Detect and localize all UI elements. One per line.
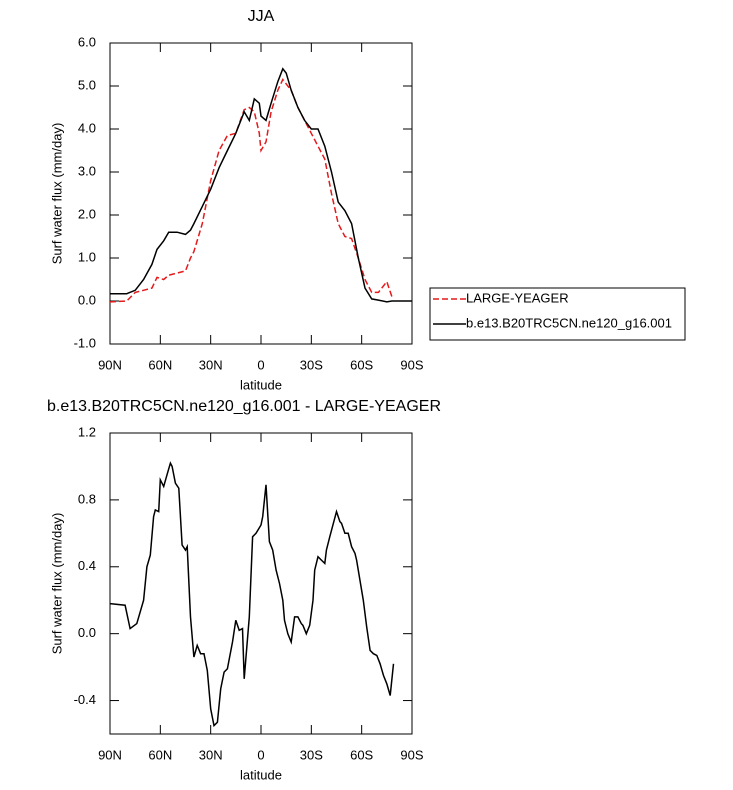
x-tick-label: 30S bbox=[300, 357, 323, 372]
data-line bbox=[109, 78, 393, 303]
y-tick-label: 2.0 bbox=[78, 206, 96, 221]
y-tick-label: 0.0 bbox=[78, 292, 96, 307]
x-tick-label: 90N bbox=[98, 747, 122, 762]
data-line bbox=[109, 461, 395, 728]
y-tick-label: 6.0 bbox=[78, 34, 96, 49]
y-tick-label: 0.8 bbox=[78, 491, 96, 506]
y-tick-label: 0.0 bbox=[78, 625, 96, 640]
y-tick-label: 1.0 bbox=[78, 249, 96, 264]
x-tick-label: 90S bbox=[400, 747, 423, 762]
x-tick-label: 0 bbox=[257, 747, 264, 762]
x-axis-label: latitude bbox=[240, 377, 282, 392]
chart-title: JJA bbox=[248, 8, 275, 25]
x-tick-label: 90S bbox=[400, 357, 423, 372]
x-tick-label: 60S bbox=[350, 357, 373, 372]
legend-label: LARGE-YEAGER bbox=[466, 290, 569, 305]
y-axis-label: Surf water flux (mm/day) bbox=[49, 123, 64, 265]
chart-title: b.e13.B20TRC5CN.ne120_g16.001 - LARGE-YE… bbox=[47, 398, 441, 415]
y-axis-label: Surf water flux (mm/day) bbox=[49, 513, 64, 655]
x-tick-label: 30N bbox=[199, 357, 223, 372]
plot-frame bbox=[109, 42, 413, 345]
y-tick-label: 0.4 bbox=[78, 558, 96, 573]
x-tick-label: 60N bbox=[148, 747, 172, 762]
y-tick-label: 4.0 bbox=[78, 120, 96, 135]
legend-box bbox=[429, 287, 686, 341]
y-tick-label: 1.2 bbox=[78, 424, 96, 439]
y-tick-label: -0.4 bbox=[74, 692, 96, 707]
x-tick-label: 0 bbox=[257, 357, 264, 372]
y-tick-label: 5.0 bbox=[78, 77, 96, 92]
x-tick-label: 60S bbox=[350, 747, 373, 762]
x-tick-label: 90N bbox=[98, 357, 122, 372]
data-line bbox=[110, 67, 412, 303]
x-tick-label: 30N bbox=[199, 747, 223, 762]
y-tick-label: 3.0 bbox=[78, 163, 96, 178]
x-axis-label: latitude bbox=[240, 767, 282, 782]
legend-label: b.e13.B20TRC5CN.ne120_g16.001 bbox=[466, 315, 672, 330]
y-tick-label: -1.0 bbox=[74, 335, 96, 350]
x-tick-label: 60N bbox=[148, 357, 172, 372]
plot-frame bbox=[109, 432, 413, 735]
x-tick-label: 30S bbox=[300, 747, 323, 762]
